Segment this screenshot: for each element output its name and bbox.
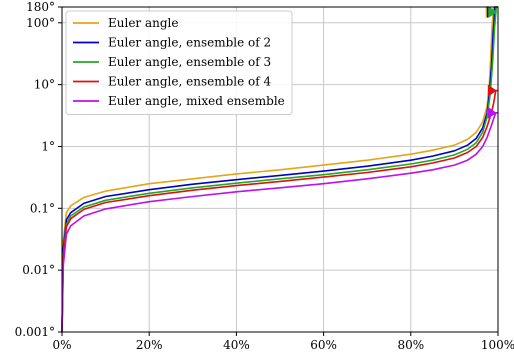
plot-frame (61, 6, 499, 333)
y-axis-ticks: 0.001° 0.01° 0.1° 1° 10° 100° 180° (15, 0, 62, 339)
legend: Euler angle Euler angle, ensemble of 2 Eul… (65, 10, 293, 115)
x-tick-label: 40% (223, 338, 250, 352)
y-tick-label: 0.1° (30, 201, 55, 215)
legend-label-1: Euler angle, ensemble of 2 (108, 36, 271, 50)
y-tick-label: 1° (41, 139, 55, 153)
series-line-0 (61, 6, 498, 333)
y-tick-label: 180° (26, 0, 55, 14)
legend-label-3: Euler angle, ensemble of 4 (108, 75, 271, 89)
series-end-markers (485, 6, 498, 119)
series-line-3 (61, 89, 498, 333)
series-line-4 (61, 112, 498, 333)
legend-label-0: Euler angle (108, 16, 178, 30)
series-end-marker-4 (487, 106, 497, 119)
x-tick-label: 100% (481, 338, 514, 352)
series-end-marker-2 (488, 6, 498, 18)
x-axis-ticks: 0% 20% 40% 60% 80% 100% (52, 332, 514, 352)
y-tick-label: 0.001° (15, 325, 55, 339)
x-tick-label: 80% (397, 338, 424, 352)
x-tick-label: 60% (310, 338, 337, 352)
legend-label-4: Euler angle, mixed ensemble (108, 94, 285, 108)
x-tick-label: 20% (136, 338, 163, 352)
legend-box (65, 10, 293, 115)
y-tick-label: 0.01° (22, 263, 55, 277)
legend-label-2: Euler angle, ensemble of 3 (108, 55, 271, 69)
series-end-marker-3 (487, 84, 497, 97)
y-tick-label: 10° (34, 78, 55, 92)
x-tick-label: 0% (52, 338, 71, 352)
y-tick-label: 100° (26, 16, 55, 30)
